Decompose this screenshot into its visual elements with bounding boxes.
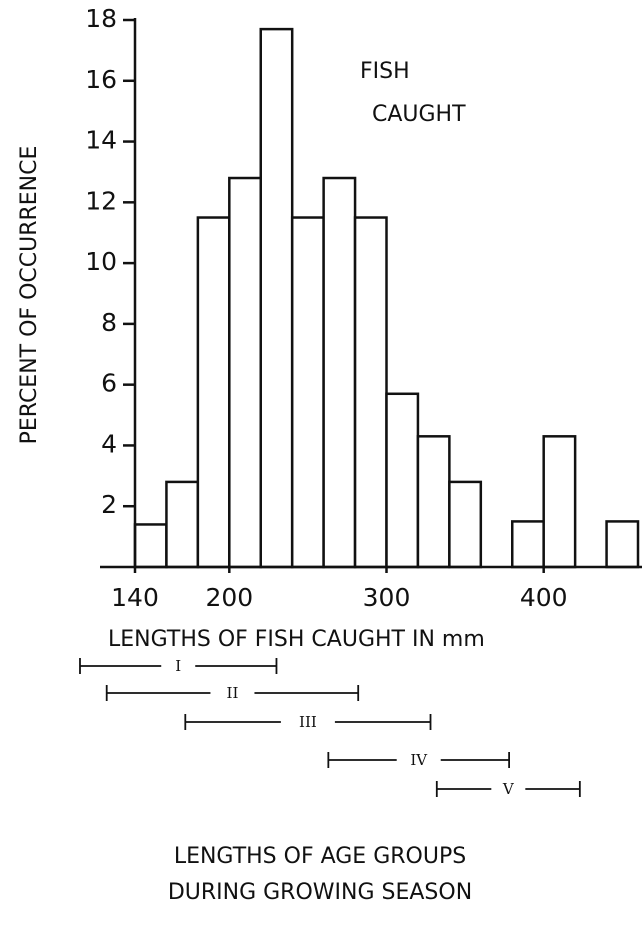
bar: [542, 435, 577, 569]
y-tick-label: 16: [85, 65, 117, 94]
x-tick-label: 200: [205, 583, 253, 612]
x-axis-label: LENGTHS OF FISH CAUGHT IN mm: [108, 627, 485, 652]
y-axis-label: PERCENT OF OCCURRENCE: [17, 146, 42, 445]
age-group-label: III: [299, 713, 317, 731]
y-tick-label: 10: [85, 247, 117, 276]
bar: [196, 216, 231, 569]
x-tick-label: 140: [111, 583, 159, 612]
x-tick-label: 300: [363, 583, 411, 612]
x-tick-label: 400: [520, 583, 568, 612]
bar: [165, 480, 200, 569]
bar: [416, 435, 451, 569]
bar: [353, 216, 388, 569]
bar: [511, 520, 545, 569]
bar: [259, 27, 294, 569]
y-tick-label: 18: [85, 4, 117, 33]
y-tick-label: 8: [101, 308, 117, 337]
y-tick-label: 6: [101, 369, 117, 398]
bar: [133, 523, 168, 569]
annotation: FISH: [360, 59, 410, 84]
bar: [605, 520, 640, 569]
age-group-label: V: [502, 780, 515, 798]
annotation: CAUGHT: [372, 102, 466, 127]
bar: [322, 176, 357, 569]
y-tick-label: 4: [101, 429, 117, 458]
bar: [385, 392, 420, 569]
age-group-label: I: [175, 657, 181, 675]
bar: [228, 176, 262, 569]
caption: LENGTHS OF AGE GROUPS: [174, 844, 466, 869]
caption: DURING GROWING SEASON: [168, 880, 472, 905]
bar: [290, 216, 325, 569]
y-tick-label: 2: [101, 490, 117, 519]
y-tick-label: 12: [85, 186, 117, 215]
bar: [448, 480, 483, 569]
age-group-label: IV: [410, 751, 428, 769]
age-group-label: II: [227, 684, 239, 702]
y-tick-label: 14: [85, 126, 117, 155]
